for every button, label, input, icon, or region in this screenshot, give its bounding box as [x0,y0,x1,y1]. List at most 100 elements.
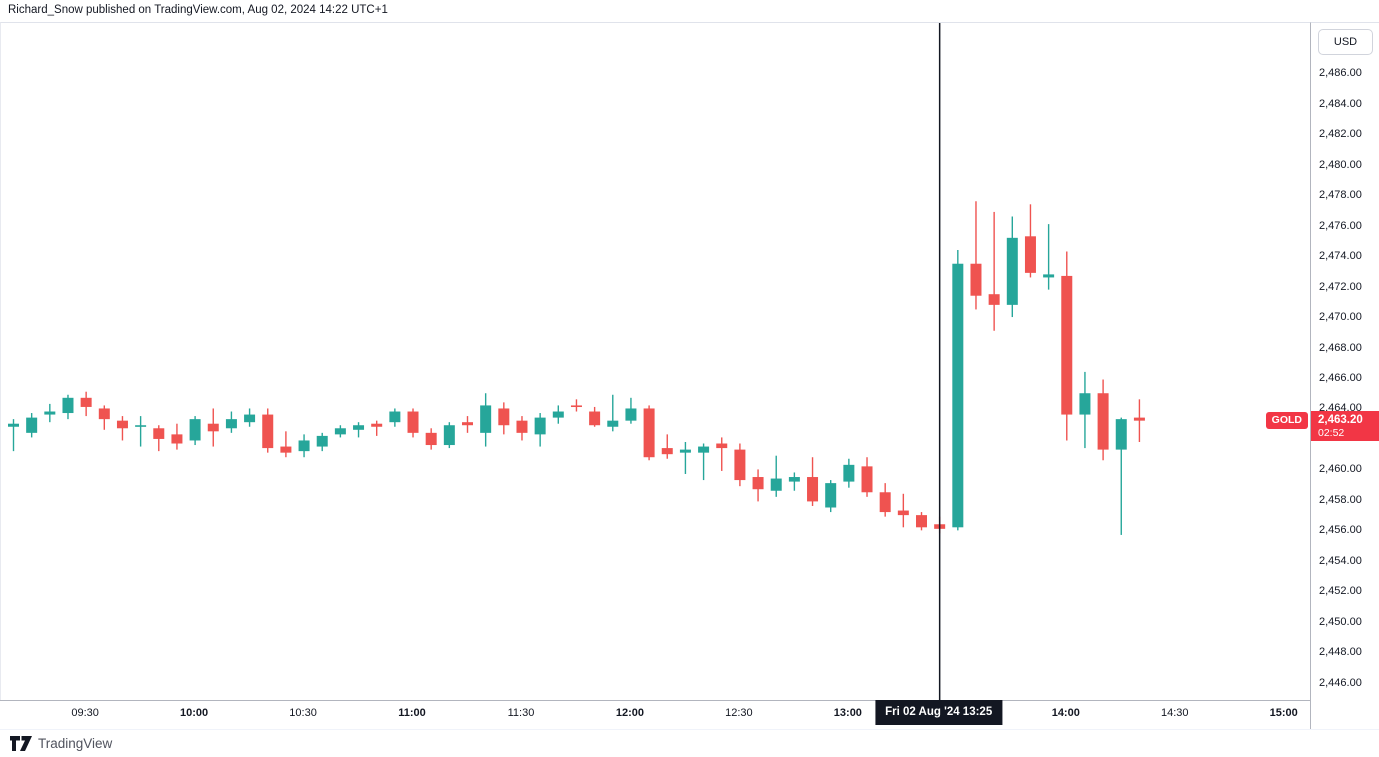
time-tick-label: 15:00 [1269,707,1298,719]
candle-12:05 [643,405,655,461]
time-tick-label: 12:30 [725,707,753,719]
price-tick-label: 2,446.00 [1319,676,1362,689]
candle-11:15 [462,416,473,433]
candlestick-plot[interactable] [1,23,1311,701]
candle-12:20 [698,443,710,481]
candle-14:10 [1097,379,1109,461]
time-tick-label: 10:30 [289,707,317,719]
candle-13:45 [1006,216,1018,318]
candle-09:15 [26,413,38,438]
price-tick-label: 2,468.00 [1319,341,1362,354]
candle-11:20 [480,393,492,447]
candle-11:35 [534,413,546,447]
candle-10:20 [262,408,274,453]
price-tick-label: 2,476.00 [1319,219,1362,232]
price-tick-label: 2,460.00 [1319,463,1362,476]
price-tick-label: 2,458.00 [1319,493,1362,506]
candle-11:00 [407,408,419,438]
candle-12:55 [825,480,837,513]
candle-09:25 [62,394,74,420]
price-tick-label: 2,480.00 [1319,158,1362,171]
candle-12:00 [625,397,637,424]
price-tick-label: 2,452.00 [1319,585,1362,598]
candle-10:50 [371,420,383,436]
price-tick-label: 2,474.00 [1319,250,1362,263]
candle-10:25 [280,431,292,458]
footer: TradingView [0,729,1379,757]
price-tick-label: 2,466.00 [1319,371,1362,384]
candle-09:30 [80,391,92,417]
candle-13:15 [897,493,909,528]
candle-13:55 [1043,224,1055,290]
candle-09:20 [44,403,56,423]
candle-13:00 [843,458,855,488]
currency-toggle-button[interactable]: USD [1318,29,1373,55]
candle-11:50 [589,406,601,427]
time-tick-label: 14:00 [1051,707,1080,719]
candle-13:10 [879,483,891,517]
candle-10:05 [207,408,219,447]
candle-12:30 [734,443,746,487]
candle-14:05 [1079,371,1091,449]
candle-12:45 [788,472,800,491]
price-tick-label: 2,486.00 [1319,67,1362,80]
price-tick-label: 2,450.00 [1319,615,1362,628]
time-tick-label: 10:00 [180,707,209,719]
candle-11:05 [425,428,437,450]
candle-13:30 [952,250,964,531]
tradingview-logo-icon [10,736,32,751]
time-tick-label: 11:30 [507,707,535,719]
price-axis[interactable]: USD 2,486.00 2,484.00 2,482.00 2,480.00 2,47… [1310,22,1379,730]
chart-area[interactable] [0,22,1311,701]
time-axis[interactable]: Fri 02 Aug '24 13:25 09:30 10:00 10:30 11:0… [0,700,1310,729]
candle-09:45 [135,416,147,447]
bar-countdown: 02:52 [1318,426,1345,439]
time-tick-label: 09:30 [71,707,99,719]
candle-14:20 [1133,399,1145,442]
candle-14:00 [1061,251,1073,441]
time-tick-label: 12:00 [615,707,645,719]
price-tick-label: 2,454.00 [1319,554,1362,567]
price-tick-label: 2,482.00 [1319,128,1362,141]
candle-11:25 [498,402,510,435]
candle-09:55 [171,423,183,450]
candle-10:55 [389,408,401,427]
candle-11:40 [552,405,564,424]
candle-09:35 [98,405,110,430]
candle-11:55 [607,394,619,432]
candle-13:35 [970,201,982,310]
tradingview-logo-text: TradingView [38,736,113,751]
candle-10:30 [298,434,310,458]
price-tick-label: 2,472.00 [1319,280,1362,293]
candle-11:30 [516,416,528,441]
symbol-price-badge: GOLD [1265,411,1308,429]
candle-10:35 [316,432,328,452]
candle-10:10 [225,411,237,433]
header: Richard_Snow published on TradingView.co… [0,0,1379,22]
candle-13:05 [861,457,873,497]
candle-09:50 [153,425,165,452]
candle-12:40 [770,455,782,497]
candle-12:25 [716,437,728,471]
publish-title: Richard_Snow published on TradingView.co… [8,4,388,16]
candle-09:10 [8,419,19,452]
price-tick-label: 2,484.00 [1319,97,1362,110]
candle-11:10 [443,422,455,449]
candle-12:15 [679,441,691,474]
price-tick-label: 2,448.00 [1319,646,1362,659]
candle-12:35 [752,469,764,502]
candle-12:50 [807,457,819,506]
candle-13:50 [1024,204,1036,278]
last-price-value: 2,463.20 [1318,413,1363,426]
time-tick-label: 13:00 [833,707,862,719]
crosshair-date-label: Fri 02 Aug '24 13:25 [875,700,1003,725]
candle-14:15 [1115,417,1127,535]
candle-12:10 [661,434,673,459]
tradingview-logo[interactable]: TradingView [10,736,112,751]
time-tick-label: 11:00 [398,707,426,719]
price-tick-label: 2,456.00 [1319,524,1362,537]
last-price-tag: 2,463.20 02:52 [1311,410,1379,441]
price-tick-label: 2,478.00 [1319,189,1362,202]
candle-13:40 [988,211,1000,331]
